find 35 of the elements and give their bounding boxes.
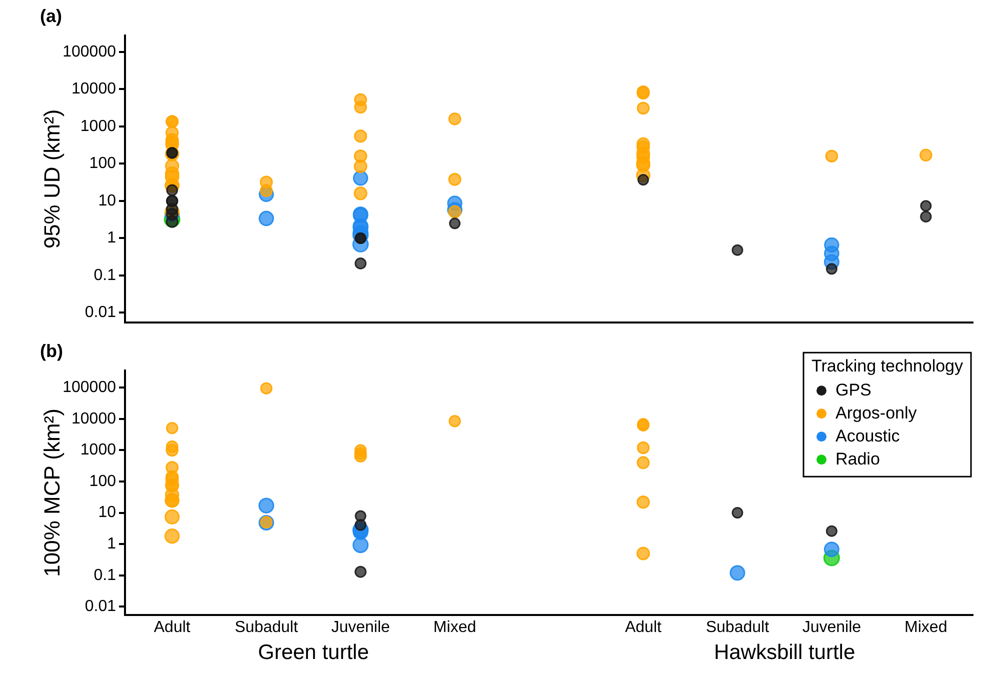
y-tick-label: 10000 xyxy=(72,410,116,428)
legend-title: Tracking technology xyxy=(811,356,964,376)
y-tick-label: 0.1 xyxy=(94,266,116,284)
y-axis-title: 95% UD (km²) xyxy=(39,109,64,249)
x-tick-label: Subadult xyxy=(706,618,770,636)
y-tick-label: 1000 xyxy=(80,118,116,135)
y-tick-label: 0.01 xyxy=(84,598,116,616)
legend-label: Acoustic xyxy=(835,426,900,446)
chart-title: (b) xyxy=(40,340,63,361)
x-tick-label: Mixed xyxy=(433,618,476,636)
y-tick-label: 0.01 xyxy=(84,304,116,322)
text: Hawksbill turtle xyxy=(714,641,856,665)
x-tick-label: Juvenile xyxy=(802,618,862,636)
y-tick-label: 1000 xyxy=(80,442,116,459)
chart-title: (a) xyxy=(40,6,62,26)
y-tick-label: 10000 xyxy=(72,80,116,98)
y-tick-label: 100 xyxy=(89,155,116,172)
y-tick-label: 1 xyxy=(107,535,116,552)
x-tick-label: Adult xyxy=(154,618,191,636)
x-tick-label: Subadult xyxy=(234,618,298,636)
x-tick-label: Juvenile xyxy=(331,618,390,636)
text: Green turtle xyxy=(258,641,369,665)
x-tick-label: Adult xyxy=(624,618,662,636)
x-tick-label: Mixed xyxy=(904,618,948,636)
y-tick-label: 100000 xyxy=(62,379,116,396)
y-tick-label: 0.1 xyxy=(94,566,116,584)
y-tick-label: 100000 xyxy=(62,43,116,60)
y-tick-label: 100 xyxy=(89,472,116,490)
y-tick-label: 10 xyxy=(98,192,116,210)
y-tick-label: 10 xyxy=(98,504,116,522)
y-axis-title: 100% MCP (km²) xyxy=(39,408,64,577)
legend-label: Argos-only xyxy=(835,403,918,422)
y-tick-label: 1 xyxy=(107,230,116,247)
legend-label: GPS xyxy=(835,380,872,400)
legend-label: Radio xyxy=(835,449,880,468)
